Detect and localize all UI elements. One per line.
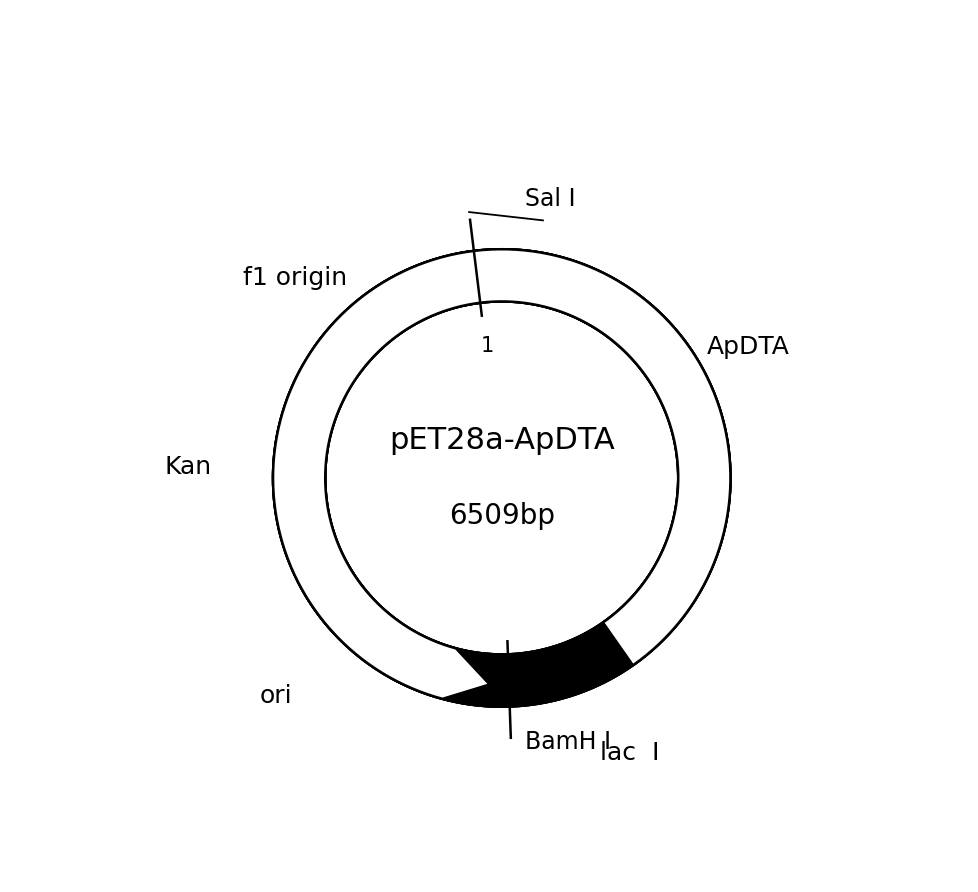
- Text: Sal I: Sal I: [524, 187, 574, 211]
- Polygon shape: [273, 249, 730, 706]
- Text: f1 origin: f1 origin: [243, 266, 346, 290]
- Text: ApDTA: ApDTA: [706, 334, 789, 359]
- Polygon shape: [297, 249, 730, 706]
- Polygon shape: [273, 251, 550, 706]
- Text: 1: 1: [480, 335, 493, 356]
- Text: pET28a-ApDTA: pET28a-ApDTA: [388, 425, 614, 455]
- Text: BamH I: BamH I: [524, 731, 610, 755]
- Text: Kan: Kan: [164, 455, 211, 479]
- Polygon shape: [273, 249, 730, 698]
- Polygon shape: [273, 249, 730, 706]
- Text: lac  I: lac I: [600, 741, 659, 765]
- Text: ori: ori: [259, 684, 291, 708]
- Text: 6509bp: 6509bp: [448, 501, 555, 530]
